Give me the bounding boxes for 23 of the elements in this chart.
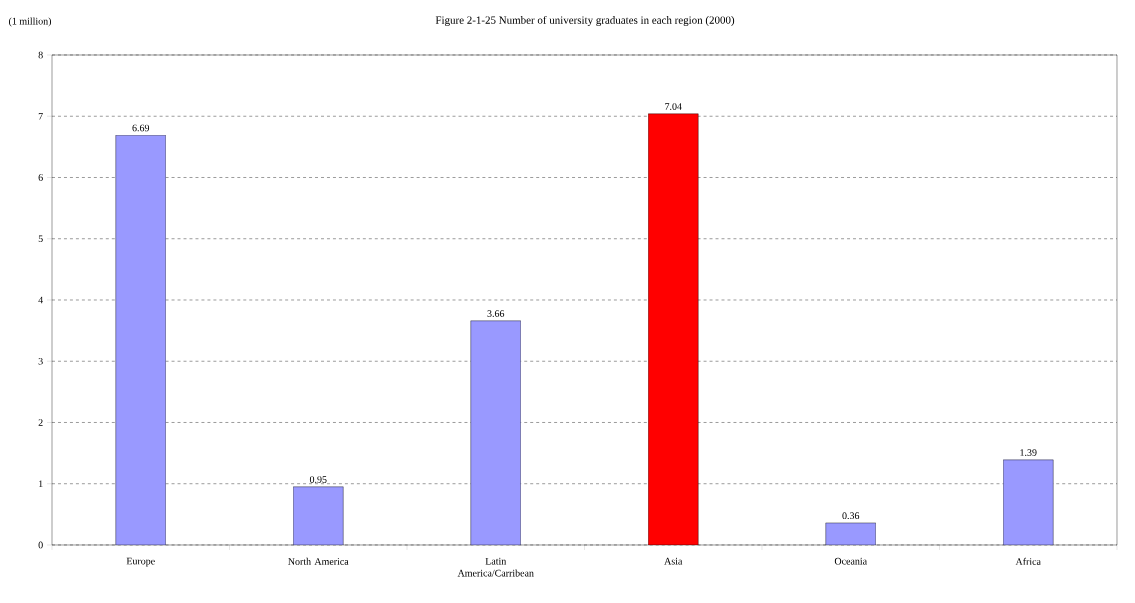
y-tick-label: 8 [38,51,43,59]
data-label: 6.69 [132,124,150,132]
x-tick-label: Europe [126,557,155,567]
y-tick-label: 3 [38,357,43,365]
x-tick-label: North America [288,557,349,565]
data-label: 0.36 [842,512,860,520]
y-tick-label: 1 [39,480,43,488]
x-tick-label: Oceania [834,557,867,565]
y-tick-label: 5 [38,235,43,243]
data-label: 7.04 [665,103,682,110]
y-tick-label: 7 [38,112,43,120]
y-tick-label: 2 [38,419,43,426]
x-tick-label: Africa [1015,557,1041,565]
chart-title: Figure 2-1-25 Number of university graduates in each region (2000) [435,15,735,27]
x-tick-label: Asia [664,557,683,565]
data-label: 0.95 [309,476,327,483]
data-label: 1.39 [1020,449,1037,456]
y-axis-title: (1 million) [9,17,52,27]
data-label: 3.66 [487,310,505,317]
x-tick-label: Latin America/Carribean [457,557,534,577]
y-tick-label: 6 [38,174,43,181]
y-tick-label: 0 [38,541,43,549]
y-tick-label: 4 [38,296,44,304]
